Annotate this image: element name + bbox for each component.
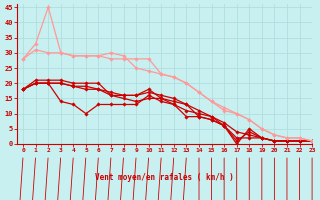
X-axis label: Vent moyen/en rafales ( km/h ): Vent moyen/en rafales ( km/h ) <box>95 173 234 182</box>
